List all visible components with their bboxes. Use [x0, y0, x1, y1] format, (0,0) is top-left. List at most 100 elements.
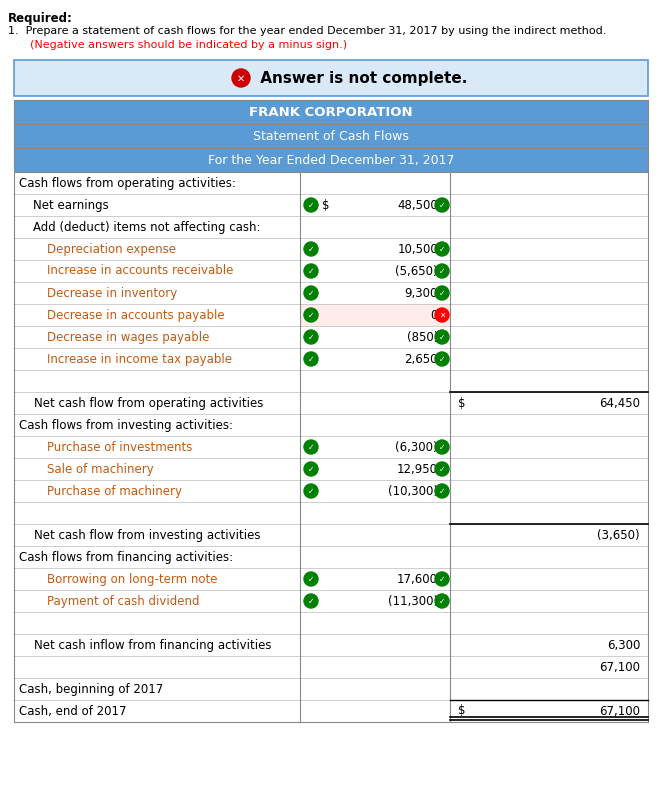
Text: FRANK CORPORATION: FRANK CORPORATION: [249, 105, 413, 119]
Bar: [14, 480, 648, 502]
Circle shape: [304, 594, 318, 608]
Bar: [14, 414, 648, 436]
Circle shape: [304, 242, 318, 256]
Text: For the Year Ended December 31, 2017: For the Year Ended December 31, 2017: [208, 154, 454, 167]
Circle shape: [435, 242, 449, 256]
Text: Purchase of investments: Purchase of investments: [47, 441, 193, 453]
Text: 1.  Prepare a statement of cash flows for the year ended December 31, 2017 by us: 1. Prepare a statement of cash flows for…: [8, 26, 606, 36]
Text: 6,300: 6,300: [607, 638, 640, 651]
Bar: [14, 700, 648, 722]
Text: ✓: ✓: [439, 487, 445, 496]
Text: ✓: ✓: [439, 201, 445, 210]
Bar: [14, 678, 648, 700]
Text: Net cash inflow from financing activities: Net cash inflow from financing activitie…: [19, 638, 272, 651]
Bar: [14, 60, 648, 96]
Text: (6,300): (6,300): [395, 441, 438, 453]
Bar: [14, 502, 648, 524]
Text: Decrease in accounts payable: Decrease in accounts payable: [47, 308, 224, 321]
Circle shape: [435, 594, 449, 608]
Text: ✓: ✓: [308, 487, 314, 496]
Text: 17,600: 17,600: [397, 572, 438, 586]
Text: (11,300): (11,300): [388, 595, 438, 607]
Text: ✓: ✓: [439, 289, 445, 298]
Text: (3,650): (3,650): [598, 528, 640, 541]
Circle shape: [304, 462, 318, 476]
Text: Required:: Required:: [8, 12, 73, 25]
Bar: [14, 392, 648, 414]
Bar: [14, 172, 648, 194]
Circle shape: [435, 462, 449, 476]
Circle shape: [304, 308, 318, 322]
Text: ✓: ✓: [308, 289, 314, 298]
Text: Increase in income tax payable: Increase in income tax payable: [47, 352, 232, 366]
Circle shape: [304, 572, 318, 586]
Circle shape: [304, 484, 318, 498]
Text: ✓: ✓: [308, 333, 314, 342]
Text: ✓: ✓: [439, 465, 445, 474]
Text: Decrease in inventory: Decrease in inventory: [47, 286, 177, 300]
Text: ✓: ✓: [439, 333, 445, 342]
Bar: [14, 568, 648, 590]
Bar: [14, 546, 648, 568]
Text: Statement of Cash Flows: Statement of Cash Flows: [253, 129, 409, 143]
Bar: [300, 304, 450, 326]
Text: Purchase of machinery: Purchase of machinery: [47, 485, 182, 497]
Text: ✓: ✓: [439, 597, 445, 606]
Circle shape: [304, 352, 318, 366]
Bar: [14, 304, 648, 326]
Text: ✓: ✓: [308, 575, 314, 584]
Circle shape: [304, 330, 318, 344]
Bar: [14, 458, 648, 480]
Text: 12,950: 12,950: [397, 462, 438, 476]
Text: (5,650): (5,650): [395, 265, 438, 277]
Text: ✓: ✓: [308, 311, 314, 320]
Text: (10,300): (10,300): [388, 485, 438, 497]
Text: $: $: [458, 396, 465, 410]
Text: Borrowing on long-term note: Borrowing on long-term note: [47, 572, 218, 586]
Text: 2,650: 2,650: [404, 352, 438, 366]
Text: Payment of cash dividend: Payment of cash dividend: [47, 595, 199, 607]
Text: ✓: ✓: [308, 597, 314, 606]
Bar: [14, 370, 648, 392]
Bar: [14, 634, 648, 656]
Text: ✕: ✕: [237, 73, 245, 84]
Text: ✓: ✓: [439, 575, 445, 584]
Circle shape: [304, 286, 318, 300]
Text: Cash, beginning of 2017: Cash, beginning of 2017: [19, 682, 163, 696]
Text: ✓: ✓: [439, 267, 445, 276]
Text: Net earnings: Net earnings: [33, 198, 109, 211]
Bar: [14, 612, 648, 634]
Text: Decrease in wages payable: Decrease in wages payable: [47, 331, 209, 344]
Circle shape: [304, 440, 318, 454]
Text: ✓: ✓: [308, 245, 314, 254]
Text: (850): (850): [406, 331, 438, 344]
Bar: [14, 348, 648, 370]
Text: $: $: [322, 198, 329, 211]
Circle shape: [435, 484, 449, 498]
Bar: [14, 590, 648, 612]
Text: Cash flows from operating activities:: Cash flows from operating activities:: [19, 176, 236, 190]
Text: 10,500: 10,500: [397, 242, 438, 256]
Bar: [14, 260, 648, 282]
Text: 0: 0: [431, 308, 438, 321]
Text: ✓: ✓: [439, 443, 445, 452]
Bar: [14, 656, 648, 678]
Text: 67,100: 67,100: [599, 705, 640, 717]
Circle shape: [435, 286, 449, 300]
Text: (Negative answers should be indicated by a minus sign.): (Negative answers should be indicated by…: [16, 40, 347, 50]
Bar: [14, 100, 648, 124]
Bar: [14, 148, 648, 172]
Circle shape: [435, 330, 449, 344]
Bar: [14, 216, 648, 238]
Bar: [14, 194, 648, 216]
Text: 67,100: 67,100: [599, 661, 640, 673]
Bar: [14, 524, 648, 546]
Text: ✓: ✓: [308, 355, 314, 364]
Text: 64,450: 64,450: [599, 396, 640, 410]
Text: ✓: ✓: [308, 443, 314, 452]
Circle shape: [435, 572, 449, 586]
Bar: [14, 326, 648, 348]
Text: 48,500: 48,500: [397, 198, 438, 211]
Circle shape: [232, 69, 250, 87]
Text: Depreciation expense: Depreciation expense: [47, 242, 176, 256]
